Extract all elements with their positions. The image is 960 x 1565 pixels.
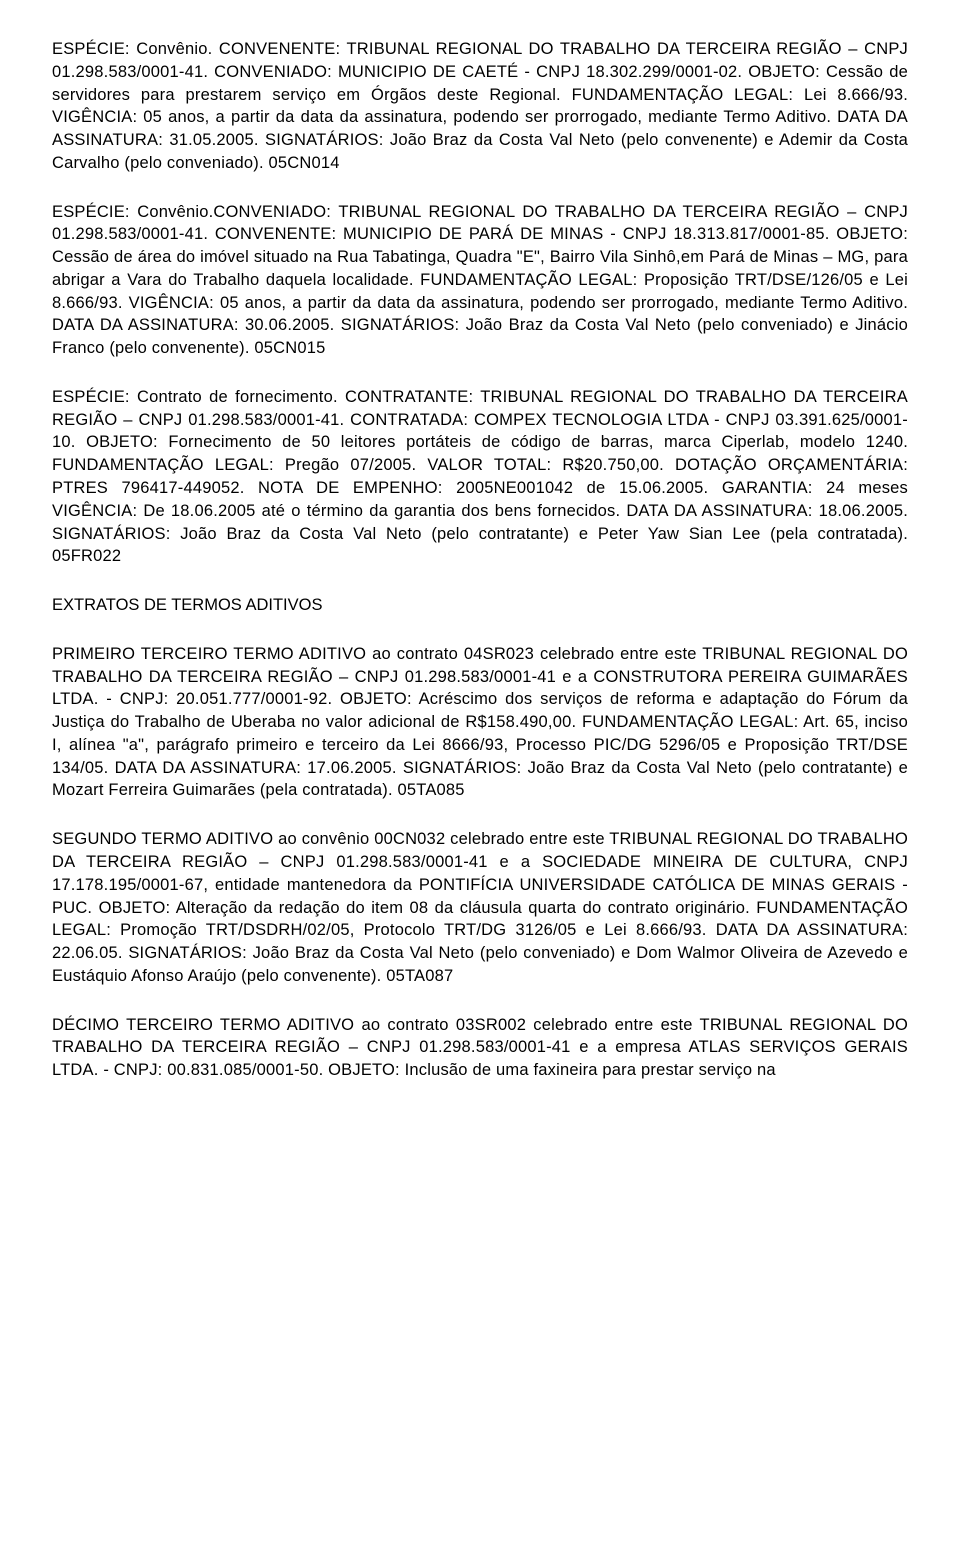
paragraph-aditivo-05ta087: SEGUNDO TERMO ADITIVO ao convênio 00CN03… — [52, 828, 908, 987]
heading-extratos-termos-aditivos: EXTRATOS DE TERMOS ADITIVOS — [52, 594, 908, 617]
paragraph-contrato-05fr022: ESPÉCIE: Contrato de fornecimento. CONTR… — [52, 386, 908, 568]
paragraph-convenio-05cn015: ESPÉCIE: Convênio.CONVENIADO: TRIBUNAL R… — [52, 201, 908, 360]
paragraph-convenio-05cn014: ESPÉCIE: Convênio. CONVENENTE: TRIBUNAL … — [52, 38, 908, 175]
paragraph-aditivo-05ta085: PRIMEIRO TERCEIRO TERMO ADITIVO ao contr… — [52, 643, 908, 802]
document-page: ESPÉCIE: Convênio. CONVENENTE: TRIBUNAL … — [0, 0, 960, 1146]
paragraph-aditivo-03sr002: DÉCIMO TERCEIRO TERMO ADITIVO ao contrat… — [52, 1014, 908, 1082]
